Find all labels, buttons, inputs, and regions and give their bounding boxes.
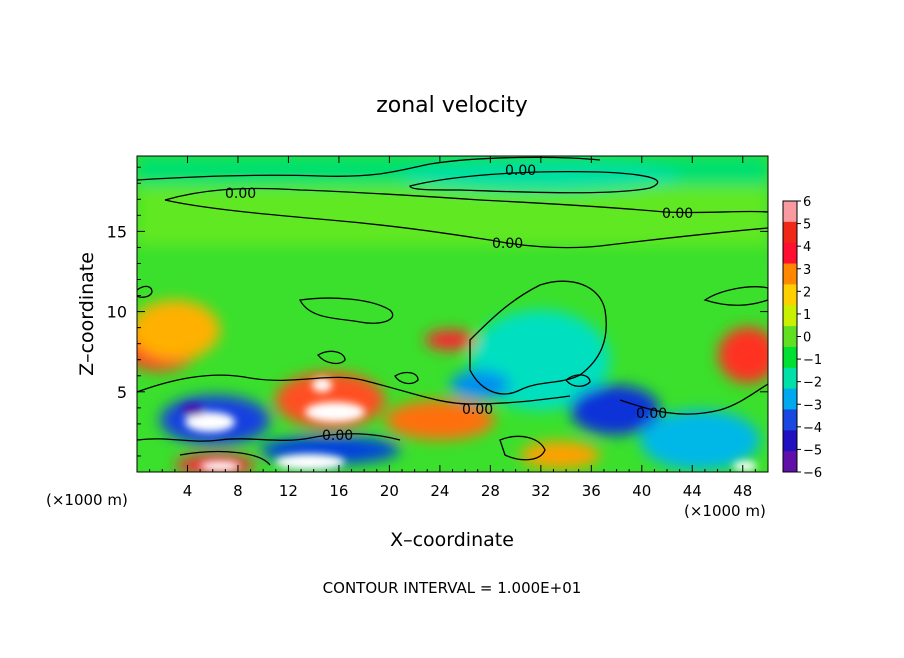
upper-red-spot [425, 330, 475, 350]
x-tick-label: 28 [481, 482, 500, 500]
colorbar-tick-label: 1 [803, 308, 811, 323]
x-tick-label: 16 [329, 482, 348, 500]
colorbar: 6 5 4 3 2 1 0 −1 −2 −3 −4 −5 −6 [782, 195, 822, 481]
contour-line [164, 199, 768, 249]
contour-line [499, 435, 546, 461]
y-tick-label: 15 [107, 222, 127, 241]
colorbar-swatch [783, 242, 797, 265]
contour-interval-note: CONTOUR INTERVAL = 1.000E+01 [323, 579, 582, 597]
colorbar-swatch [783, 326, 797, 348]
colorbar-swatch [783, 451, 797, 473]
center-blue-region [450, 370, 510, 400]
contour-label: 0.00 [225, 186, 256, 202]
colorbar-swatch [783, 409, 797, 431]
contour-labels: 0.00 0.00 0.00 0.00 0.00 0.00 0.00 [225, 163, 693, 444]
contour-label: 0.00 [505, 163, 536, 179]
white-saturation-2 [305, 402, 365, 422]
contour-label: 0.00 [492, 236, 523, 252]
colorbar-tick-label: 5 [803, 218, 811, 233]
x-unit-label-right: (×1000 m) [684, 502, 766, 520]
colorbar-tick-label: −5 [803, 443, 822, 458]
contour-label: 0.00 [636, 406, 667, 422]
x-tick-label: 44 [683, 482, 702, 500]
bottom-orange-mid [520, 441, 600, 469]
x-axis: 4 8 12 16 20 24 28 32 36 40 44 48 [149, 156, 756, 500]
contour-line [137, 433, 401, 442]
white-saturation-1 [185, 412, 235, 432]
chart-title: zonal velocity [376, 93, 528, 118]
y-tick-label: 10 [107, 303, 127, 322]
colorbar-tick-label: 2 [803, 285, 811, 300]
colorbar-swatch [783, 284, 797, 306]
contour-line [137, 156, 601, 181]
white-saturation-5 [200, 461, 240, 471]
heatmap-field [137, 156, 768, 472]
x-tick-label: 12 [279, 482, 298, 500]
colorbar-tick-label: −2 [803, 376, 822, 391]
contour-lines [137, 156, 768, 466]
y-tick-label: 5 [117, 383, 127, 402]
colorbar-tick-label: 0 [803, 331, 811, 346]
contour-label: 0.00 [322, 428, 353, 444]
colorbar-tick-label: −4 [803, 421, 822, 436]
lower-cyan-right [640, 410, 760, 470]
colorbar-tick-label: 3 [803, 263, 811, 278]
contour-line [317, 350, 346, 365]
right-red-blob [718, 327, 768, 383]
x-tick-label: 24 [430, 482, 449, 500]
upper-light-band [137, 186, 768, 246]
contour-label: 0.00 [662, 206, 693, 222]
x-unit-label-left: (×1000 m) [46, 491, 128, 509]
contour-line [565, 374, 591, 387]
y-axis: 5 10 15 [107, 166, 768, 457]
left-orange-blob [137, 300, 220, 360]
colorbar-tick-label: 6 [803, 195, 811, 210]
y-axis-label: Z–coordinate [76, 252, 98, 376]
colorbar-swatch [783, 367, 797, 390]
colorbar-tick-label: 4 [803, 240, 811, 255]
colorbar-swatch [783, 221, 797, 244]
x-tick-label: 20 [380, 482, 399, 500]
contour-label: 0.00 [462, 402, 493, 418]
lower-blue-right [570, 385, 660, 435]
x-tick-label: 32 [531, 482, 550, 500]
upper-cyan-patch [400, 160, 680, 192]
white-saturation-3 [312, 378, 332, 392]
colorbar-swatch [783, 263, 797, 285]
contour-line [179, 450, 271, 466]
x-tick-label: 36 [582, 482, 601, 500]
contour-line [394, 371, 419, 385]
contour-line [137, 285, 153, 298]
white-saturation-6 [733, 461, 757, 471]
x-tick-label: 40 [632, 482, 651, 500]
colorbar-tick-label: −3 [803, 398, 822, 413]
colorbar-tick-label: −1 [803, 353, 822, 368]
colorbar-swatch [783, 305, 797, 327]
contour-line [137, 374, 571, 405]
contour-line [703, 286, 768, 306]
colorbar-swatch [783, 346, 797, 369]
contour-line [619, 383, 768, 415]
x-tick-label: 48 [733, 482, 752, 500]
colorbar-swatch [783, 388, 797, 410]
contour-line [469, 280, 607, 395]
colorbar-swatch [783, 201, 797, 223]
x-tick-label: 4 [183, 482, 193, 500]
contour-line [164, 187, 768, 214]
mid-orange-blob [385, 400, 495, 440]
white-saturation-4 [275, 454, 345, 470]
contour-line [409, 170, 659, 194]
purple-spot [181, 404, 205, 416]
x-axis-label: X–coordinate [390, 529, 514, 551]
colorbar-swatch [783, 430, 797, 452]
colorbar-tick-label: −6 [803, 466, 822, 481]
contour-line [299, 297, 394, 324]
x-tick-label: 8 [233, 482, 243, 500]
